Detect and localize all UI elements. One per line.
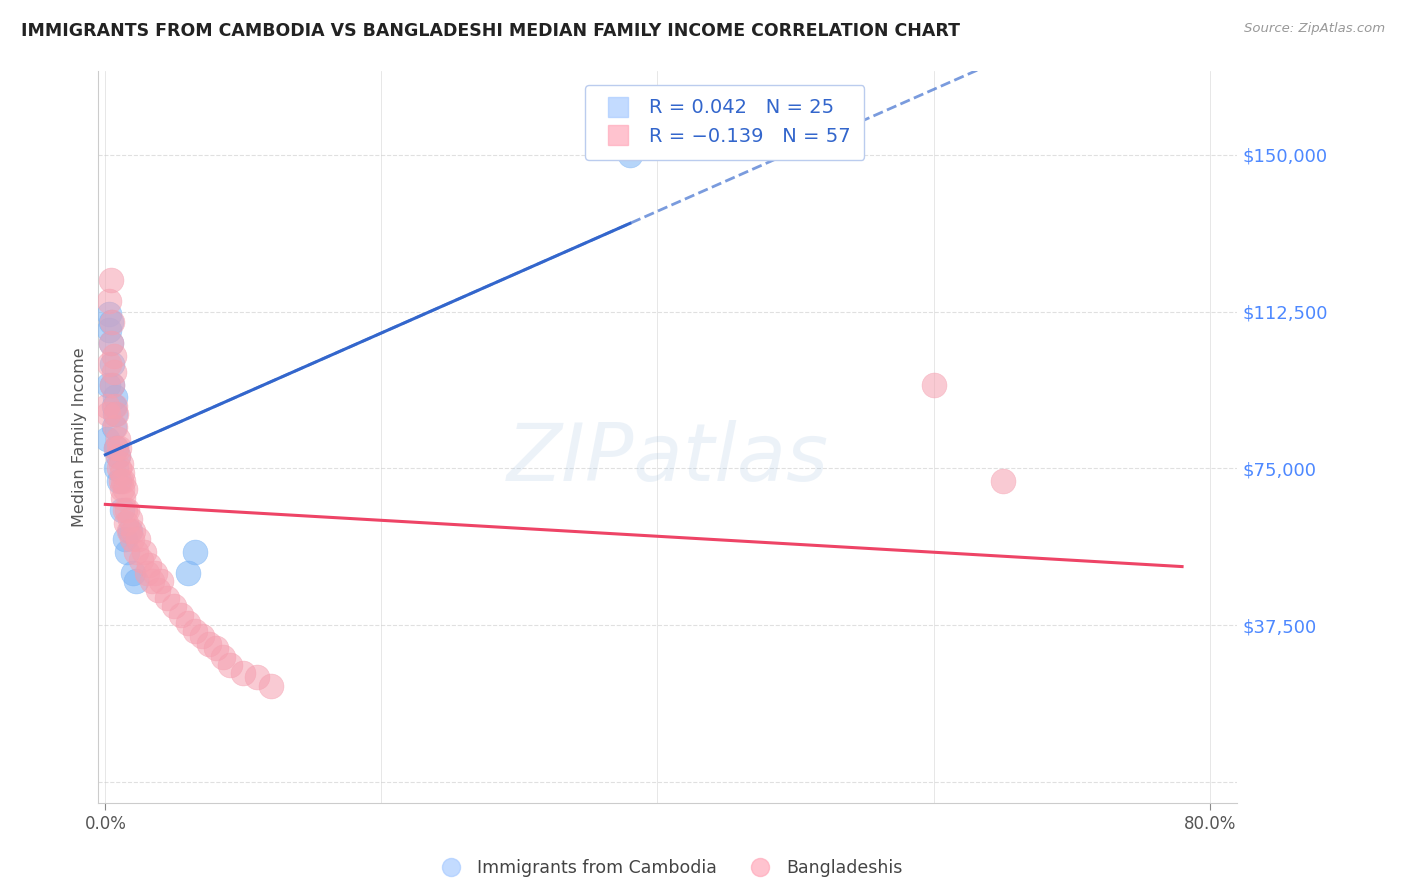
Point xyxy=(108,441,131,455)
Point xyxy=(922,377,945,392)
Point xyxy=(184,545,207,559)
Legend: Immigrants from Cambodia, Bangladeshis: Immigrants from Cambodia, Bangladeshis xyxy=(426,852,910,884)
Point xyxy=(100,336,122,351)
Point xyxy=(101,357,124,371)
Point xyxy=(107,432,129,446)
Point xyxy=(97,377,120,392)
Point xyxy=(104,419,127,434)
Point xyxy=(122,566,145,580)
Point xyxy=(129,553,152,567)
Point xyxy=(141,574,163,589)
Point xyxy=(218,657,240,672)
Point xyxy=(101,377,124,392)
Point xyxy=(170,607,193,622)
Point xyxy=(125,545,148,559)
Point xyxy=(103,399,125,413)
Point xyxy=(115,516,138,530)
Text: Source: ZipAtlas.com: Source: ZipAtlas.com xyxy=(1244,22,1385,36)
Point xyxy=(232,666,254,681)
Point xyxy=(114,483,136,497)
Point xyxy=(111,503,134,517)
Point xyxy=(111,466,134,480)
Point xyxy=(163,599,186,614)
Point xyxy=(96,399,118,413)
Point xyxy=(184,624,207,639)
Point xyxy=(125,574,148,589)
Point xyxy=(246,670,269,684)
Point xyxy=(98,324,121,338)
Point xyxy=(146,582,169,597)
Y-axis label: Median Family Income: Median Family Income xyxy=(72,347,87,527)
Point xyxy=(97,407,120,421)
Point xyxy=(177,616,200,631)
Point xyxy=(108,474,131,488)
Point xyxy=(127,533,149,547)
Point xyxy=(100,336,122,351)
Point xyxy=(101,377,124,392)
Point xyxy=(105,441,128,455)
Text: ZIPatlas: ZIPatlas xyxy=(506,420,830,498)
Point xyxy=(198,637,221,651)
Point xyxy=(117,503,139,517)
Point xyxy=(112,491,135,505)
Point xyxy=(143,566,166,580)
Point xyxy=(117,545,139,559)
Point xyxy=(120,511,142,525)
Point xyxy=(98,357,121,371)
Point xyxy=(103,349,125,363)
Point xyxy=(103,419,125,434)
Point xyxy=(112,474,135,488)
Point xyxy=(118,524,141,538)
Point xyxy=(260,679,283,693)
Point xyxy=(96,432,118,446)
Point xyxy=(619,148,641,162)
Point xyxy=(103,365,125,379)
Point xyxy=(100,315,122,329)
Point xyxy=(100,273,122,287)
Point xyxy=(98,307,121,321)
Point xyxy=(105,461,128,475)
Point xyxy=(114,533,136,547)
Point xyxy=(111,483,134,497)
Point xyxy=(107,449,129,463)
Point xyxy=(211,649,233,664)
Point xyxy=(120,524,142,538)
Point xyxy=(110,457,132,471)
Point xyxy=(108,461,131,475)
Text: IMMIGRANTS FROM CAMBODIA VS BANGLADESHI MEDIAN FAMILY INCOME CORRELATION CHART: IMMIGRANTS FROM CAMBODIA VS BANGLADESHI … xyxy=(21,22,960,40)
Point xyxy=(107,449,129,463)
Point xyxy=(191,629,214,643)
Point xyxy=(104,390,127,404)
Point xyxy=(104,407,127,421)
Point xyxy=(177,566,200,580)
Point xyxy=(138,558,160,572)
Point xyxy=(132,545,155,559)
Point xyxy=(135,566,157,580)
Point xyxy=(121,533,143,547)
Point xyxy=(105,407,128,421)
Point xyxy=(114,503,136,517)
Point xyxy=(98,294,121,309)
Point xyxy=(104,399,127,413)
Point xyxy=(122,524,145,538)
Point xyxy=(149,574,172,589)
Point xyxy=(110,474,132,488)
Point xyxy=(991,474,1014,488)
Point xyxy=(204,641,226,656)
Point xyxy=(101,315,124,329)
Point xyxy=(156,591,179,605)
Point xyxy=(105,441,128,455)
